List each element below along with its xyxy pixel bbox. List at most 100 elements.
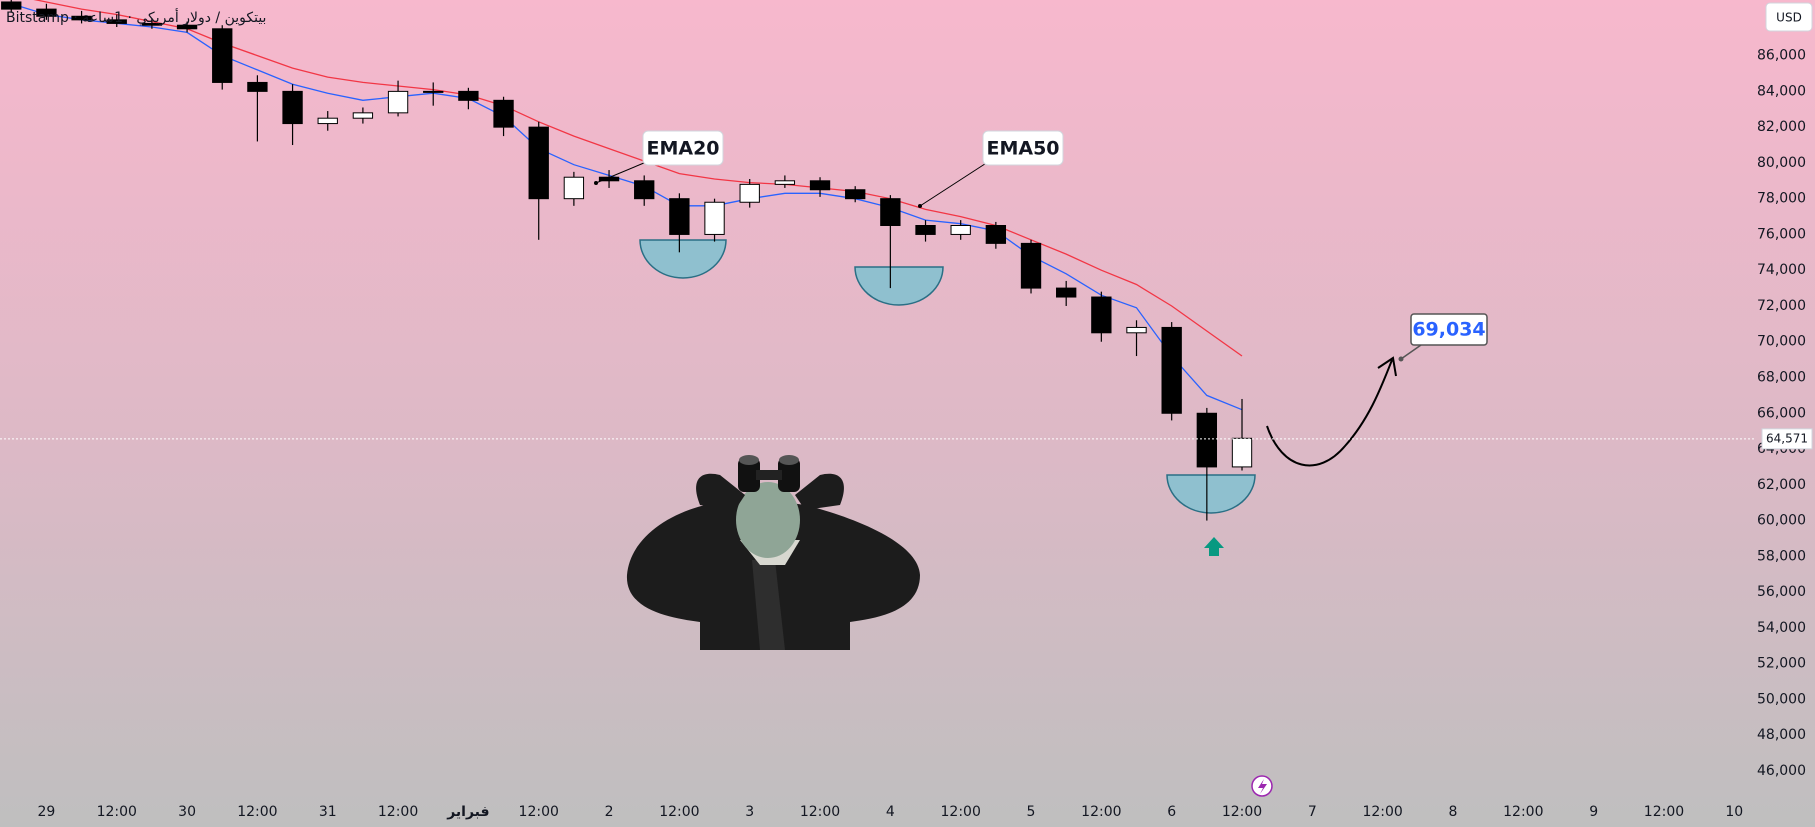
binocular-lens xyxy=(738,458,760,492)
cups xyxy=(639,239,1256,514)
x-tick-label: 12:00 xyxy=(1503,804,1543,820)
axes: 46,000 48,000 50,000 52,000 54,000 56,000 58,0… xyxy=(0,48,1813,820)
candle-body xyxy=(247,81,268,92)
y-tick-label: 70,000 xyxy=(1757,334,1806,350)
x-tick-label: 29 xyxy=(38,804,56,820)
x-tick-label: 10 xyxy=(1725,804,1743,820)
x-tick-label: فبراير xyxy=(446,804,489,820)
candle-body xyxy=(1020,242,1042,289)
callout-dot xyxy=(918,204,922,208)
candle-body xyxy=(1056,287,1077,298)
y-tick-label: 48,000 xyxy=(1757,727,1806,743)
x-tick-label: 12:00 xyxy=(1644,804,1684,820)
candle-body xyxy=(1,1,22,10)
lightning-bolt xyxy=(1258,779,1267,794)
candle-body xyxy=(985,225,1007,244)
x-tick-label: 30 xyxy=(178,804,196,820)
candle-body xyxy=(106,19,127,24)
binocular-bridge xyxy=(756,470,782,480)
candle-body xyxy=(950,225,971,235)
currency-button[interactable] xyxy=(1765,2,1813,32)
arm xyxy=(795,473,844,510)
candle-body xyxy=(282,90,303,125)
candle-body xyxy=(317,117,338,125)
x-tick-label: 12:00 xyxy=(97,804,137,820)
x-tick-label: 3 xyxy=(745,804,754,820)
x-tick-label: 8 xyxy=(1449,804,1458,820)
x-tick-label: 12:00 xyxy=(1222,804,1262,820)
y-tick-label: 76,000 xyxy=(1757,226,1806,242)
x-tick-label: 6 xyxy=(1167,804,1176,820)
callout-box xyxy=(642,130,724,166)
candle-body xyxy=(1091,296,1112,334)
candle-body xyxy=(176,24,198,30)
face xyxy=(736,482,800,558)
up-arrow xyxy=(1204,537,1224,556)
x-tick-label: 12:00 xyxy=(1362,804,1402,820)
callout-label: EMA50 xyxy=(986,138,1059,160)
x-tick-label: 7 xyxy=(1308,804,1317,820)
candle-body xyxy=(387,90,409,114)
lens-glass xyxy=(739,455,759,465)
last-price-label: 64,571 xyxy=(1766,431,1808,445)
cup-shape xyxy=(854,266,944,306)
y-tick-label: 74,000 xyxy=(1757,262,1806,278)
x-tick-label: 5 xyxy=(1027,804,1036,820)
y-tick-label: 78,000 xyxy=(1757,191,1806,207)
arrow-head xyxy=(1377,356,1397,377)
cup-shape xyxy=(639,239,727,279)
x-tick-label: 9 xyxy=(1589,804,1598,820)
y-tick-label: 68,000 xyxy=(1757,370,1806,386)
x-tick-label: 31 xyxy=(319,804,337,820)
callout-label: EMA20 xyxy=(646,138,719,160)
target-dot xyxy=(1398,356,1404,362)
candle-body xyxy=(493,99,514,128)
callout-box xyxy=(982,130,1064,166)
candle-body xyxy=(915,225,936,235)
candle-body xyxy=(423,90,444,93)
candle-body xyxy=(352,112,374,119)
callout-line xyxy=(919,159,992,207)
target-label: 69,034 xyxy=(1412,319,1485,341)
y-tick-label: 54,000 xyxy=(1757,620,1806,636)
candle-body xyxy=(563,176,585,200)
x-tick-label: 12:00 xyxy=(519,804,559,820)
y-tick-label: 52,000 xyxy=(1757,656,1806,672)
arm xyxy=(696,473,745,510)
candle-body xyxy=(669,198,690,235)
y-tick-label: 60,000 xyxy=(1757,513,1806,529)
candle-body xyxy=(141,22,163,26)
binocular-lens xyxy=(778,458,800,492)
y-tick-label: 80,000 xyxy=(1757,155,1806,171)
last-price-box xyxy=(1761,428,1813,450)
x-tick-label: 12:00 xyxy=(800,804,840,820)
candle-body xyxy=(774,180,796,185)
callout-dot xyxy=(594,181,598,185)
annotations: EMA20 EMA50 69,034 xyxy=(594,130,1488,797)
y-tick-label: 84,000 xyxy=(1757,83,1806,99)
y-tick-label: 56,000 xyxy=(1757,584,1806,600)
candle-body xyxy=(212,28,233,83)
candle-body xyxy=(458,90,479,101)
y-tick-label: 46,000 xyxy=(1757,763,1806,779)
y-tick-label: 66,000 xyxy=(1757,405,1806,421)
candle-body xyxy=(845,189,866,200)
candle-body xyxy=(739,183,760,203)
candle-body xyxy=(809,180,831,191)
candle-body xyxy=(1161,326,1182,414)
candle-body xyxy=(634,180,655,200)
x-tick-label: 12:00 xyxy=(237,804,277,820)
binoculars-man xyxy=(626,455,920,650)
y-tick-label: 58,000 xyxy=(1757,548,1806,564)
y-tick-label: 86,000 xyxy=(1757,48,1806,64)
x-tick-label: 12:00 xyxy=(378,804,418,820)
candle-body xyxy=(704,201,725,235)
x-tick-label: 2 xyxy=(605,804,614,820)
candle-body xyxy=(71,15,92,21)
candle-body xyxy=(1231,437,1253,468)
y-tick-label: 72,000 xyxy=(1757,298,1806,314)
y-tick-label: 62,000 xyxy=(1757,477,1806,493)
y-tick-label: 50,000 xyxy=(1757,691,1806,707)
x-tick-label: 12:00 xyxy=(941,804,981,820)
